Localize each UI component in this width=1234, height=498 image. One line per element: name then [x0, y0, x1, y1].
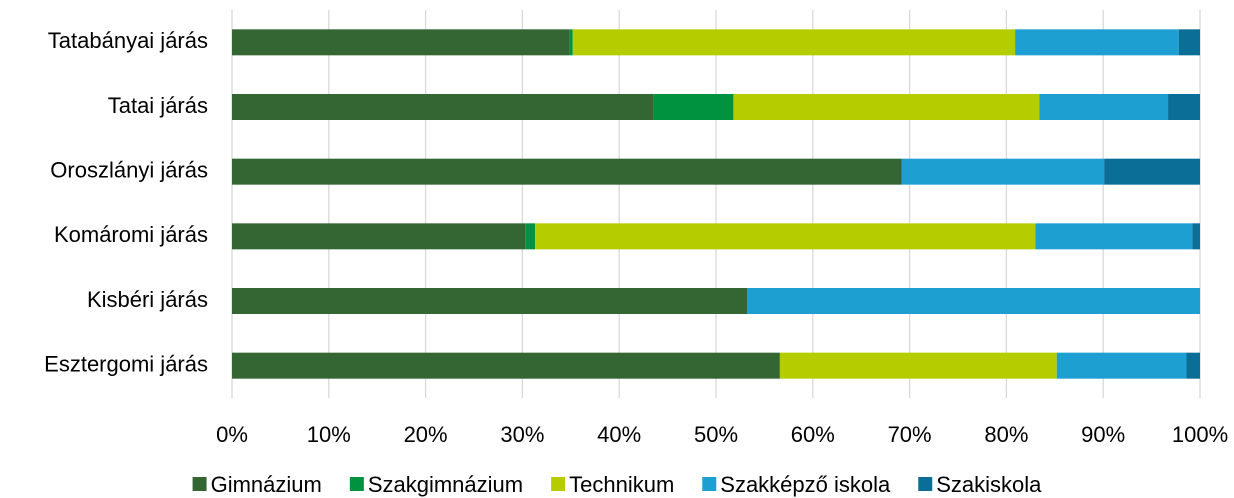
x-tick-label: 20% [404, 422, 448, 447]
bar-segment [1104, 158, 1200, 185]
legend-label: Szakgimnázium [368, 472, 523, 497]
bar-segment [232, 352, 780, 379]
bar-segment [572, 29, 1016, 56]
bar-segment [569, 29, 573, 56]
y-tick-label: Esztergomi járás [44, 351, 208, 376]
bar-segment [733, 94, 1040, 120]
y-tick-label: Oroszlányi járás [50, 157, 208, 182]
y-tick-label: Tatai járás [108, 93, 208, 118]
bar-segment [1039, 94, 1169, 120]
bar-segment [779, 352, 1057, 379]
y-tick-label: Tatabányai járás [48, 28, 208, 53]
bar-segment [1015, 29, 1179, 56]
x-tick-label: 100% [1172, 422, 1228, 447]
x-tick-label: 0% [216, 422, 248, 447]
x-tick-label: 90% [1081, 422, 1125, 447]
y-tick-label: Komáromi járás [54, 222, 208, 247]
bar-segment [232, 288, 747, 314]
bar-segment [653, 94, 734, 120]
bar-segment [1035, 223, 1193, 250]
bar-segment [232, 158, 902, 185]
bar-segment [1056, 352, 1187, 379]
x-tick-label: 60% [791, 422, 835, 447]
x-tick-label: 50% [694, 422, 738, 447]
y-tick-label: Kisbéri járás [87, 287, 208, 312]
x-tick-label: 30% [500, 422, 544, 447]
legend-swatch [349, 477, 364, 491]
bar-segment [232, 29, 570, 56]
legend-label: Szakképző iskola [720, 472, 891, 497]
legend-swatch [551, 477, 566, 491]
legend-label: Gimnázium [211, 472, 322, 497]
bar-segment [525, 223, 535, 250]
bar-segment [1192, 223, 1200, 250]
bar-segment [232, 94, 654, 120]
legend-swatch [702, 477, 717, 491]
legend-swatch [918, 477, 933, 491]
bar-segment [1186, 352, 1200, 379]
x-tick-label: 10% [307, 422, 351, 447]
x-tick-label: 40% [597, 422, 641, 447]
bar-segment [1178, 29, 1200, 56]
legend-label: Technikum [569, 472, 674, 497]
bar-segment [232, 223, 526, 250]
bar-segment [1168, 94, 1200, 120]
x-tick-label: 80% [984, 422, 1028, 447]
bar-segment [746, 288, 1200, 314]
bar-segment [534, 223, 1036, 250]
legend-label: Szakiskola [936, 472, 1042, 497]
legend-swatch [192, 477, 207, 491]
x-tick-label: 70% [888, 422, 932, 447]
bar-segment [901, 158, 1105, 185]
